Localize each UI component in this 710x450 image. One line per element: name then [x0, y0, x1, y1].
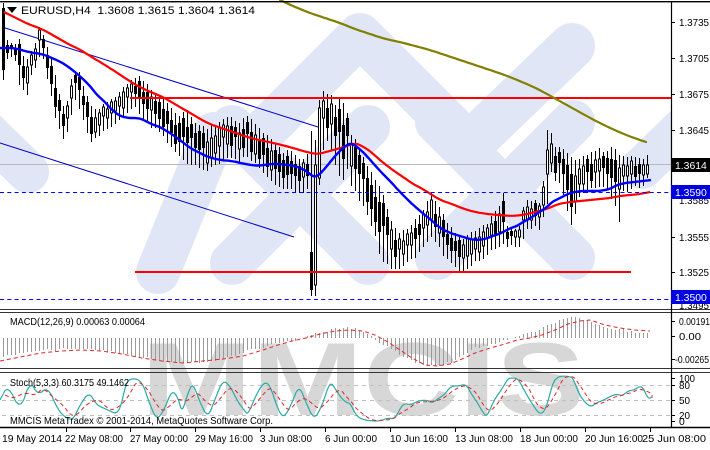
svg-text:1.3555: 1.3555: [679, 233, 709, 244]
svg-text:1.3614: 1.3614: [675, 161, 707, 172]
svg-text:1.3590: 1.3590: [675, 188, 707, 199]
svg-text:27 May 00:00: 27 May 00:00: [130, 434, 188, 445]
svg-text:MMCIS MetaTradex © 2001-2014,: MMCIS MetaTradex © 2001-2014, MetaQuotes…: [10, 416, 273, 427]
svg-text:20 Jun 16:00: 20 Jun 16:00: [585, 434, 643, 445]
svg-text:1.3735: 1.3735: [679, 18, 709, 29]
svg-text:1.3645: 1.3645: [679, 126, 709, 137]
svg-text:6 Jun 00:00: 6 Jun 00:00: [325, 434, 377, 445]
svg-text:25 Jun 08:00: 25 Jun 08:00: [642, 434, 706, 445]
svg-text:1.3495: 1.3495: [679, 301, 709, 312]
svg-text:1.3525: 1.3525: [679, 268, 709, 279]
svg-text:50: 50: [679, 396, 690, 407]
svg-text:0: 0: [679, 417, 685, 428]
svg-text:100: 100: [679, 374, 695, 385]
svg-text:20: 20: [679, 411, 690, 422]
svg-text:1.3500: 1.3500: [675, 293, 707, 304]
svg-text:18 Jun 00:00: 18 Jun 00:00: [520, 434, 578, 445]
svg-text:1.3675: 1.3675: [679, 90, 709, 101]
svg-text:-0.00265: -0.00265: [675, 355, 709, 366]
svg-text:80: 80: [679, 381, 690, 392]
svg-text:22 May 08:00: 22 May 08:00: [65, 434, 123, 445]
svg-text:EURUSD,H4 1.3608 1.3615 1.360: EURUSD,H4 1.3608 1.3615 1.3604 1.3614: [21, 5, 255, 17]
svg-text:19 May 2014: 19 May 2014: [2, 434, 62, 445]
svg-text:0.00: 0.00: [679, 332, 701, 343]
svg-text:Stoch(5,3,3) 60.3175 49.1462: Stoch(5,3,3) 60.3175 49.1462: [10, 378, 129, 389]
svg-text:0.00191: 0.00191: [679, 317, 710, 328]
svg-text:10 Jun 16:00: 10 Jun 16:00: [390, 434, 448, 445]
svg-text:MACD(12,26,9) 0.00063 0.00064: MACD(12,26,9) 0.00063 0.00064: [10, 317, 145, 328]
svg-text:13 Jun 08:00: 13 Jun 08:00: [455, 434, 513, 445]
svg-text:29 May 16:00: 29 May 16:00: [195, 434, 253, 445]
svg-text:3 Jun 08:00: 3 Jun 08:00: [260, 434, 312, 445]
svg-text:1.3585: 1.3585: [679, 196, 709, 207]
svg-text:1.3705: 1.3705: [679, 54, 709, 65]
